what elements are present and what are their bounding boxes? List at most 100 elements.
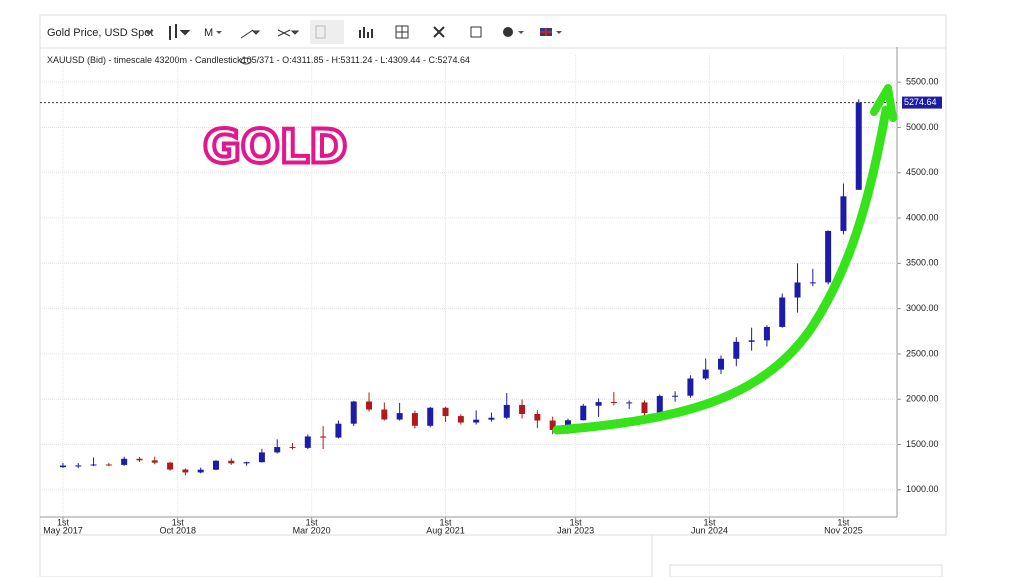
candle-body bbox=[320, 436, 327, 438]
candle-body bbox=[59, 465, 66, 468]
candle-body bbox=[105, 464, 112, 466]
dropdown-caret bbox=[216, 31, 222, 34]
x-tick-label: Jun 2024 bbox=[691, 525, 728, 535]
eye-icon bbox=[240, 57, 252, 65]
y-tick-label: 1500.00 bbox=[906, 439, 939, 449]
candle-body bbox=[763, 326, 770, 341]
candle-body bbox=[289, 447, 296, 449]
separator: - bbox=[372, 55, 380, 65]
candle-body bbox=[151, 460, 158, 463]
candle-body bbox=[197, 469, 204, 473]
separator: - bbox=[420, 55, 428, 65]
fit-button[interactable] bbox=[470, 26, 482, 38]
ohlc-label: O: bbox=[282, 55, 292, 65]
candle-body bbox=[503, 404, 510, 418]
candle-body bbox=[794, 282, 801, 298]
candle-body bbox=[595, 402, 602, 406]
separator: - bbox=[324, 55, 332, 65]
candle-body bbox=[121, 458, 128, 465]
annotation: GOLD bbox=[203, 120, 347, 174]
toolbar: Gold Price, USD Spot M bbox=[47, 20, 562, 44]
candle-body bbox=[534, 414, 541, 421]
candle-body bbox=[396, 413, 403, 420]
candle-body bbox=[304, 436, 311, 448]
disabled-icon bbox=[315, 25, 326, 39]
candle-body bbox=[258, 452, 265, 463]
period-select[interactable]: M bbox=[204, 27, 213, 39]
chart-type-button[interactable] bbox=[169, 24, 191, 40]
candle-body bbox=[779, 297, 786, 327]
candle-body bbox=[687, 378, 694, 396]
ohlc-value: 4311.85 bbox=[292, 55, 324, 65]
candle-body bbox=[702, 369, 709, 379]
candle-body bbox=[488, 417, 495, 420]
candle-body bbox=[718, 358, 725, 370]
candle-body bbox=[167, 462, 174, 470]
last-price-box bbox=[902, 96, 942, 109]
candle-body bbox=[274, 447, 281, 453]
volume-button[interactable] bbox=[359, 27, 373, 38]
candle-body bbox=[442, 407, 449, 417]
lower-panel bbox=[669, 564, 943, 577]
candle-body bbox=[656, 395, 663, 414]
candle-body bbox=[519, 404, 526, 415]
candle-body bbox=[427, 407, 434, 426]
candle-body bbox=[75, 465, 82, 467]
separator: - bbox=[274, 55, 282, 65]
candle-body bbox=[809, 282, 816, 284]
dropdown-caret bbox=[518, 31, 524, 34]
candle-body bbox=[748, 340, 755, 342]
x-tick-day: 1st bbox=[570, 517, 583, 527]
bar-count: 105/371 bbox=[242, 55, 275, 65]
fullscreen-button[interactable] bbox=[433, 26, 445, 38]
ohlc-label: L: bbox=[380, 55, 388, 65]
dropdown-caret bbox=[145, 31, 153, 35]
layout-button[interactable] bbox=[395, 25, 409, 39]
chart-panel bbox=[39, 14, 947, 536]
candle-body bbox=[90, 464, 97, 466]
disabled-button bbox=[310, 20, 344, 44]
x-tick-label: Oct 2018 bbox=[159, 525, 196, 535]
x-tick-label: May 2017 bbox=[43, 525, 83, 535]
ohlc-label: C: bbox=[428, 55, 437, 65]
indicator-button[interactable] bbox=[277, 29, 300, 37]
draw-tool-button[interactable] bbox=[240, 29, 261, 39]
candle-body bbox=[672, 395, 679, 397]
y-tick-label: 2000.00 bbox=[906, 394, 939, 404]
candle-body bbox=[411, 413, 418, 426]
candle-body bbox=[212, 460, 219, 470]
y-tick-label: 2500.00 bbox=[906, 348, 939, 358]
candle-body bbox=[350, 401, 357, 424]
candle-body bbox=[366, 401, 373, 410]
x-tick-day: 1st bbox=[837, 517, 850, 527]
y-tick-label: 3500.00 bbox=[906, 258, 939, 268]
candle-body bbox=[825, 230, 832, 283]
candle-body bbox=[381, 409, 388, 420]
x-tick-day: 1st bbox=[440, 517, 453, 527]
candle-body bbox=[549, 420, 556, 431]
x-tick-day: 1st bbox=[704, 517, 717, 527]
y-tick-label: 1000.00 bbox=[906, 484, 939, 494]
x-tick-day: 1st bbox=[306, 517, 319, 527]
dropdown-caret bbox=[556, 31, 562, 34]
candle-body bbox=[473, 419, 480, 423]
candle-body bbox=[610, 402, 617, 404]
ohlc-value: 5311.24 bbox=[341, 55, 373, 65]
candle-body bbox=[580, 405, 587, 421]
candle-body bbox=[457, 416, 464, 423]
x-tick-label: Mar 2020 bbox=[293, 525, 331, 535]
x-tick-label: Jan 2023 bbox=[557, 525, 594, 535]
y-tick-label: 5000.00 bbox=[906, 122, 939, 132]
ohlc-value: 4309.44 bbox=[388, 55, 421, 65]
candle-body bbox=[641, 402, 648, 414]
lower-panel bbox=[39, 534, 653, 577]
y-tick-label: 4000.00 bbox=[906, 212, 939, 222]
trend-arrowhead bbox=[870, 84, 897, 122]
trend-arrow bbox=[552, 105, 891, 435]
settings-button[interactable] bbox=[503, 27, 513, 37]
candle-body bbox=[335, 423, 342, 438]
flag-cross bbox=[540, 28, 552, 36]
ohlc-label: H: bbox=[332, 55, 341, 65]
instrument-select[interactable]: Gold Price, USD Spot bbox=[47, 27, 153, 39]
